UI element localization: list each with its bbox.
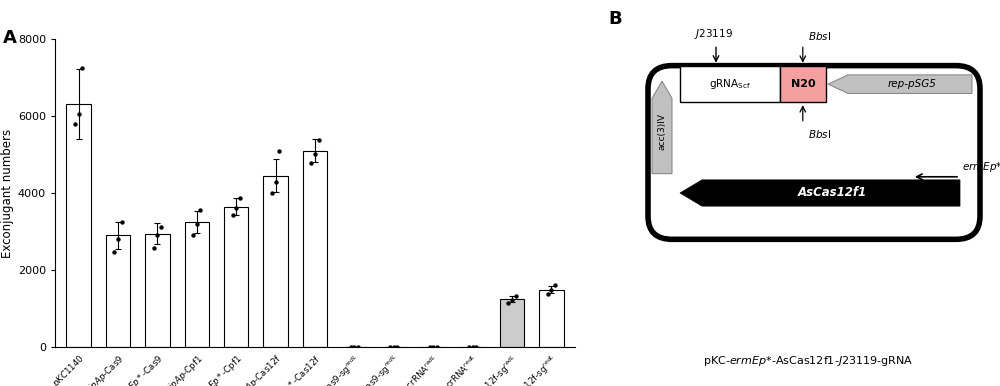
Bar [66,104,91,347]
Point [468,344,484,350]
Point [500,300,516,306]
Point [307,151,323,157]
Bar [539,290,564,347]
Point [382,344,398,350]
Text: $\it{J23119}$: $\it{J23119}$ [694,27,733,41]
Bar [145,234,170,347]
Point [192,207,208,213]
Point [425,344,441,350]
Point [540,291,556,297]
FancyArrow shape [680,180,960,206]
Point [106,249,122,255]
Bar [263,176,288,347]
Bar [780,66,826,102]
Point [153,223,169,230]
Point [110,236,126,242]
Y-axis label: Exconjugant numbers: Exconjugant numbers [1,129,14,257]
Point [422,344,438,350]
Point [303,160,319,166]
Point [67,120,83,127]
Point [71,111,87,117]
Point [264,190,280,196]
Point [225,212,241,218]
Text: pKC-$\it{ermEp}$*-AsCas12f1-$\it{J23119}$-gRNA: pKC-$\it{ermEp}$*-AsCas12f1-$\it{J23119}… [703,354,913,368]
Point [389,344,405,350]
Point [271,147,287,154]
Point [268,179,284,185]
Bar [106,235,130,347]
Point [185,232,201,238]
Text: acc(3)IV: acc(3)IV [658,113,666,150]
Text: B: B [608,10,622,28]
Point [429,344,445,350]
Point [232,195,248,201]
Point [343,344,359,350]
Bar [185,222,209,347]
Point [508,293,524,299]
Point [311,137,327,143]
Bar [224,207,248,347]
Point [543,287,559,293]
FancyArrow shape [828,75,972,93]
Point [350,344,366,350]
Point [189,221,205,227]
Text: $\it{ermEp}$*: $\it{ermEp}$* [962,160,1000,174]
Point [149,232,165,239]
Point [114,218,130,225]
Point [74,64,90,71]
Text: $\it{Bbs}$I: $\it{Bbs}$I [808,30,831,42]
Text: AsCas12f1: AsCas12f1 [797,186,867,200]
Bar [303,151,327,347]
Text: A: A [3,29,17,47]
Text: $\it{Bbs}$I: $\it{Bbs}$I [808,128,831,140]
Point [465,344,481,350]
Point [386,344,402,350]
Point [146,245,162,251]
Point [228,205,244,211]
Text: N20: N20 [791,79,815,89]
Text: gRNA$_{\mathregular{Scf}}$: gRNA$_{\mathregular{Scf}}$ [709,77,751,91]
Text: rep-pSG5: rep-pSG5 [888,79,936,89]
Point [547,282,563,288]
Point [504,296,520,303]
Point [346,344,362,350]
Bar [500,299,524,347]
FancyArrow shape [652,81,672,174]
Bar [680,66,780,102]
Point [461,344,477,350]
